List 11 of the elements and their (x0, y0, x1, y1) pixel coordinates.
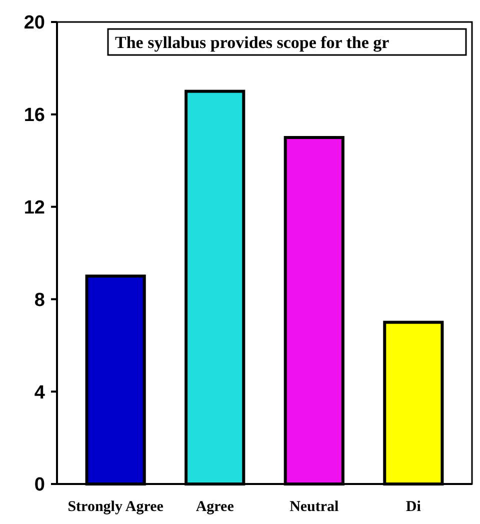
y-tick-label: 16 (24, 105, 45, 126)
y-tick-label: 8 (34, 290, 45, 311)
x-tick-label: Neutral (290, 499, 339, 515)
x-tick-label: Agree (196, 499, 234, 515)
x-tick-label: Di (406, 499, 421, 515)
y-tick-label: 0 (34, 474, 45, 496)
y-tick-label: 4 (34, 382, 46, 404)
text: The syllabus provides scope for the gr (115, 33, 390, 52)
y-tick-label: 20 (24, 12, 45, 34)
y-tick-label: 12 (24, 197, 45, 218)
x-tick-label: Strongly Agree (68, 499, 164, 515)
